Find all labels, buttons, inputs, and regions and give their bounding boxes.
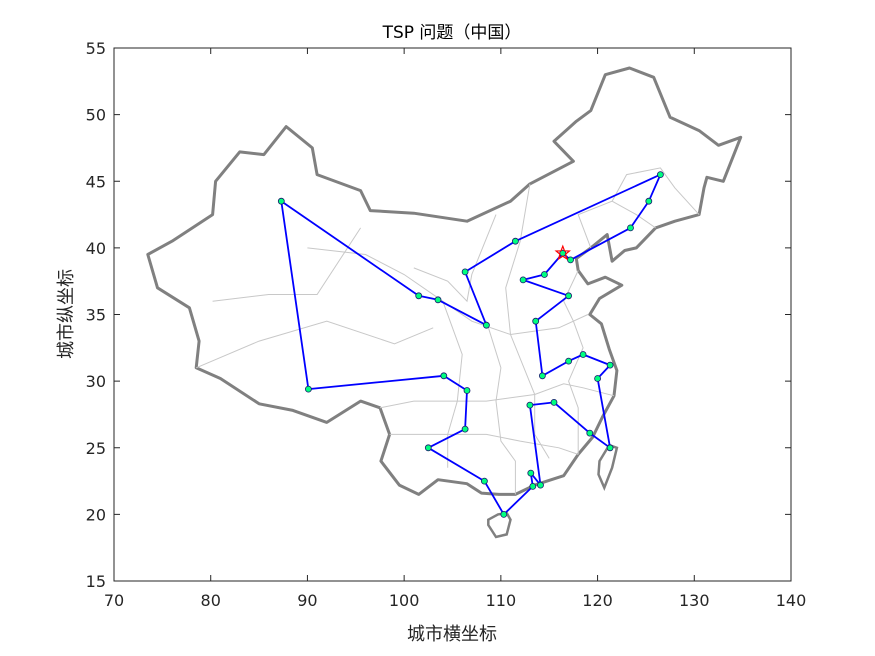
x-tick-label: 80	[201, 591, 221, 610]
city-marker	[463, 387, 471, 394]
city-marker	[532, 317, 540, 325]
y-axis-label: 城市纵坐标	[56, 269, 77, 359]
y-tick-label: 15	[86, 572, 106, 591]
city-marker	[526, 401, 534, 409]
city-marker	[541, 271, 548, 278]
y-tick-label: 35	[86, 306, 106, 325]
y-tick-label: 20	[86, 505, 106, 524]
start-city-marker	[554, 244, 572, 261]
hainan-border	[487, 511, 512, 539]
province-line	[413, 214, 497, 303]
city-marker	[565, 292, 572, 300]
route-layer	[277, 171, 664, 518]
city-marker	[645, 197, 653, 205]
city-marker	[539, 372, 546, 380]
x-tick-label: 120	[582, 591, 613, 610]
city-marker	[627, 224, 634, 232]
city-marker	[606, 361, 614, 369]
province-line	[307, 247, 589, 336]
x-tick-label: 110	[486, 591, 517, 610]
plot-background	[114, 48, 791, 581]
city-marker	[440, 372, 448, 380]
province-line	[212, 227, 362, 302]
x-axis-label: 城市横坐标	[407, 624, 497, 645]
city-marker	[461, 268, 469, 276]
city-marker	[500, 511, 508, 518]
city-marker	[482, 321, 490, 329]
city-marker	[565, 357, 572, 365]
y-tick-label: 30	[86, 372, 106, 391]
x-tick-label: 100	[389, 591, 420, 610]
city-marker	[415, 292, 423, 300]
city-marker	[519, 276, 527, 284]
province-line	[196, 320, 434, 369]
city-marker	[579, 351, 587, 358]
city-marker	[480, 477, 488, 485]
city-marker	[529, 482, 537, 490]
city-marker	[461, 425, 469, 433]
city-marker	[606, 444, 614, 452]
y-tick-label: 25	[86, 439, 106, 458]
x-tick-label: 130	[679, 591, 710, 610]
y-tick-label: 50	[86, 106, 106, 125]
y-tick-label: 40	[86, 239, 106, 258]
x-tick-label: 70	[104, 591, 124, 610]
city-marker	[424, 444, 432, 452]
province-line	[485, 321, 516, 495]
city-marker	[567, 256, 574, 264]
y-tick-label: 55	[86, 39, 106, 58]
city-marker	[527, 469, 535, 477]
province-line	[611, 167, 700, 215]
province-line	[563, 270, 584, 455]
city-marker	[304, 385, 312, 393]
x-tick-label: 140	[776, 591, 807, 610]
city-marker	[537, 481, 544, 489]
taiwan-border	[597, 443, 619, 491]
city-marker	[550, 398, 558, 406]
y-tick-label: 45	[86, 172, 106, 191]
city-marker	[594, 375, 601, 382]
x-tick-label: 90	[297, 591, 317, 610]
city-marker	[586, 429, 594, 437]
city-marker	[657, 171, 664, 179]
province-line	[389, 433, 579, 455]
province-line	[505, 183, 550, 459]
china-map	[146, 66, 743, 539]
province-line	[379, 383, 615, 409]
province-line	[442, 301, 463, 468]
city-marker	[434, 296, 442, 304]
city-marker	[277, 197, 285, 205]
chart-title: TSP 问题（中国）	[382, 23, 522, 43]
city-marker	[512, 237, 519, 245]
axes: 70 80 90 100 110 120 130 140 15 20 25 30 35 40 45 50 55	[86, 39, 807, 610]
